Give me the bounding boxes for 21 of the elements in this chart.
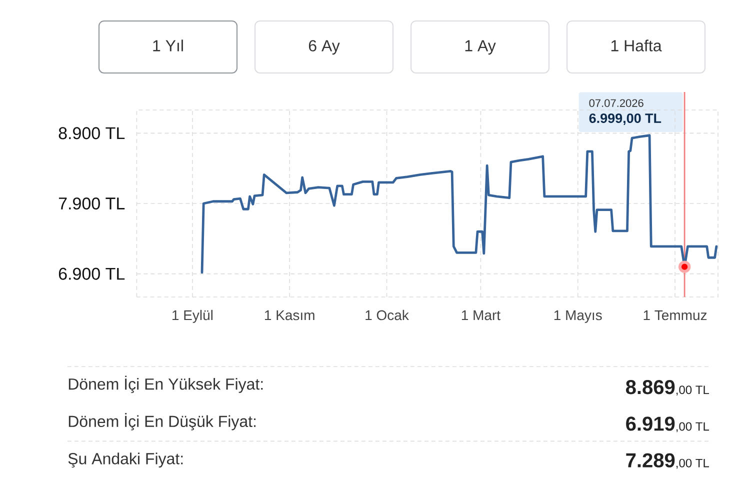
- text: 6.919,00 TL: [626, 416, 710, 432]
- y-tick-label: 7.900 TL: [58, 197, 125, 210]
- text: 8.869,00 TL: [626, 380, 710, 396]
- y-tick-label: 8.900 TL: [58, 127, 125, 140]
- annotation: 07.07.2026 6.999,00 TL: [589, 99, 662, 125]
- text: 6 Ay: [308, 40, 340, 55]
- text: 1 Hafta: [611, 40, 662, 52]
- x-tick-label: 1 Mayıs: [554, 310, 602, 323]
- text: 7.289,00 TL: [626, 453, 710, 469]
- line-series: [200, 134, 718, 274]
- y-tick-label: 6.900 TL: [58, 268, 125, 280]
- x-tick-label: 1 Ocak: [366, 310, 409, 320]
- x-tick-label: 1 Mart: [462, 310, 500, 320]
- x-tick-label: 1 Kasım: [264, 310, 314, 320]
- text: Dönem İçi En Düşük Fiyat:: [68, 413, 256, 430]
- x-tick-label: 1 Temmuz: [644, 310, 707, 320]
- x-tick-label: 1 Eylül: [172, 310, 212, 323]
- text: 1 Ay: [465, 40, 496, 55]
- text: Dönem İçi En Yüksek Fiyat:: [68, 376, 263, 393]
- text: Şu Andaki Fiyat:: [68, 452, 183, 468]
- text: 1 Yıl: [153, 40, 183, 52]
